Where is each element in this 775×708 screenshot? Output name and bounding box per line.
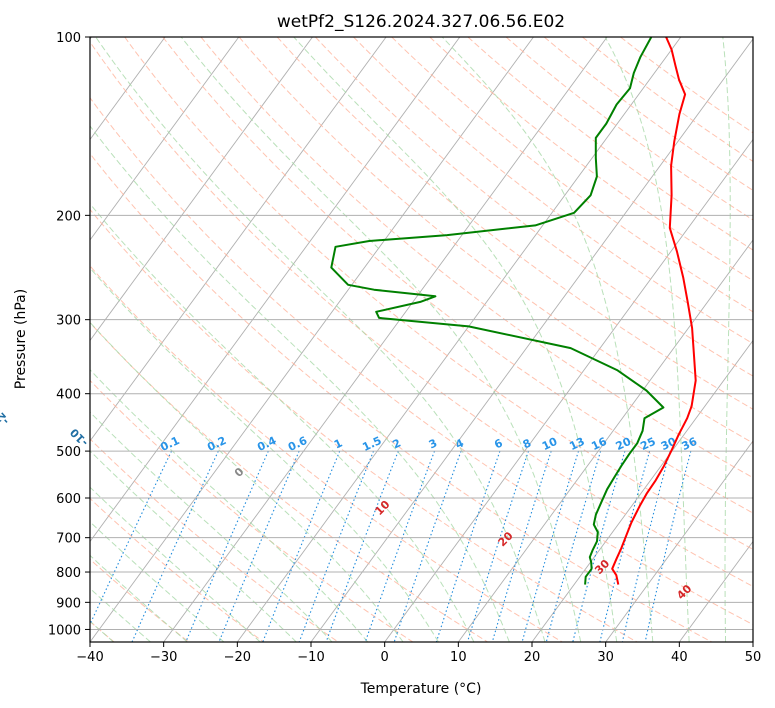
- moist-adiabat-line: [90, 321, 404, 642]
- moist-adiabat-line: [90, 450, 297, 642]
- dry-adiabat-line: [353, 37, 753, 345]
- mixing-ratio-line: [599, 450, 651, 642]
- axes: −40 −30 −20 −10 0 10 20 30 40 50 100 200 300 400 500 60…: [48, 31, 761, 665]
- y-tick-label: 800: [56, 566, 81, 581]
- dry-adiabat-line: [467, 37, 753, 251]
- moist-adiabat-line: [95, 37, 546, 642]
- dry-adiabat-line: [90, 96, 753, 626]
- x-tick-label: −40: [76, 650, 103, 665]
- mixing-ratio-line: [521, 450, 580, 642]
- dry-adiabat-line: [90, 208, 638, 642]
- dry-adiabat-line: [90, 41, 753, 588]
- dewpoint-profile: [330, 37, 665, 585]
- y-tick-label: 100: [56, 31, 81, 46]
- profile-lines: [330, 37, 697, 585]
- y-tick-label: 200: [56, 209, 81, 224]
- x-tick-label: −10: [297, 650, 324, 665]
- chart-title: wetPf2_S126.2024.327.06.56.E02: [277, 12, 565, 32]
- x-axis-label: Temperature (°C): [360, 681, 482, 697]
- mixing-ratio-line: [491, 450, 552, 642]
- dry-adiabat-line: [124, 37, 753, 550]
- x-tick-label: −30: [150, 650, 177, 665]
- dry-adiabat-line: [429, 37, 753, 282]
- moist-adiabat-line: [604, 37, 690, 642]
- mixing-ratio-line: [218, 450, 300, 642]
- mixing-ratio-line: [466, 450, 530, 642]
- mixing-ratio-label: 36: [680, 435, 700, 453]
- y-axis-label: Pressure (hPa): [13, 289, 29, 389]
- moist-adiabat-line: [90, 202, 475, 642]
- moist-adiabat-line: [90, 369, 369, 642]
- mixing-ratio-line: [364, 450, 436, 642]
- isotherm-line: [90, 37, 387, 442]
- moist-adiabat-line: [441, 37, 654, 642]
- background-lines: [90, 37, 753, 642]
- moist-adiabat-line: [90, 411, 333, 642]
- y-tick-label: 300: [56, 314, 81, 329]
- y-tick-label: 500: [56, 445, 81, 460]
- temperature-profile: [611, 37, 697, 585]
- isotherm-line: [163, 37, 608, 642]
- dry-adiabat-line: [90, 497, 264, 642]
- isotherm-line: [457, 239, 753, 642]
- mixing-ratio-line: [644, 450, 692, 642]
- dry-adiabat-line: [90, 152, 712, 642]
- mixing-ratio-label: 25: [638, 435, 657, 453]
- mixing-ratio-line: [185, 450, 269, 642]
- y-tick-label: 1000: [48, 623, 81, 638]
- mixing-ratio-line: [393, 450, 462, 642]
- isotherm-line: [90, 37, 240, 241]
- y-tick-label: 700: [56, 532, 81, 547]
- moist-adiabat-line: [90, 125, 510, 642]
- mixing-ratio-label: 10: [540, 435, 560, 453]
- isotherm-line: [90, 37, 166, 141]
- x-tick-label: 10: [450, 650, 467, 665]
- x-tick-label: 40: [671, 650, 688, 665]
- moist-adiabat-line: [90, 587, 151, 642]
- dry-adiabat-line: [90, 438, 339, 642]
- dry-adiabat-line: [238, 37, 753, 444]
- x-tick-label: 50: [745, 650, 762, 665]
- moist-adiabat-line: [722, 37, 731, 642]
- y-tick-label: 600: [56, 492, 81, 507]
- mixing-ratio-label: 30: [659, 435, 679, 453]
- moist-adiabat-line: [180, 37, 582, 642]
- plot-frame: [89, 36, 754, 643]
- mixing-ratio-line: [621, 450, 671, 642]
- dry-adiabat-line: [276, 37, 753, 410]
- mixing-ratio-line: [572, 450, 626, 642]
- dry-adiabat-line: [315, 37, 753, 377]
- x-tick-label: −20: [224, 650, 251, 665]
- moist-adiabat-line: [293, 37, 618, 642]
- x-tick-label: 0: [381, 650, 389, 665]
- isotherm-line: [90, 37, 534, 642]
- mixing-ratio-label: 13: [567, 435, 586, 453]
- mixing-ratio-label: 20: [614, 435, 634, 453]
- mixing-ratio-label: 16: [589, 435, 609, 453]
- dry-adiabat-line: [90, 265, 563, 642]
- y-tick-label: 900: [56, 596, 81, 611]
- dry-adiabat-label: -20: [0, 404, 12, 428]
- x-tick-label: 20: [524, 650, 541, 665]
- isotherm-line: [531, 339, 753, 642]
- mixing-ratio-line: [131, 450, 219, 642]
- moist-adiabat-line: [90, 267, 439, 642]
- moist-adiabat-line: [90, 521, 225, 642]
- mixing-ratio-line: [545, 450, 602, 642]
- isotherm-line: [90, 37, 313, 342]
- isotherm-line: [605, 440, 753, 642]
- mixing-ratio-line: [435, 450, 501, 642]
- moist-adiabat-line: [90, 554, 188, 642]
- isotherm-line: [384, 138, 753, 642]
- x-tick-label: 30: [597, 650, 614, 665]
- y-tick-label: 400: [56, 388, 81, 403]
